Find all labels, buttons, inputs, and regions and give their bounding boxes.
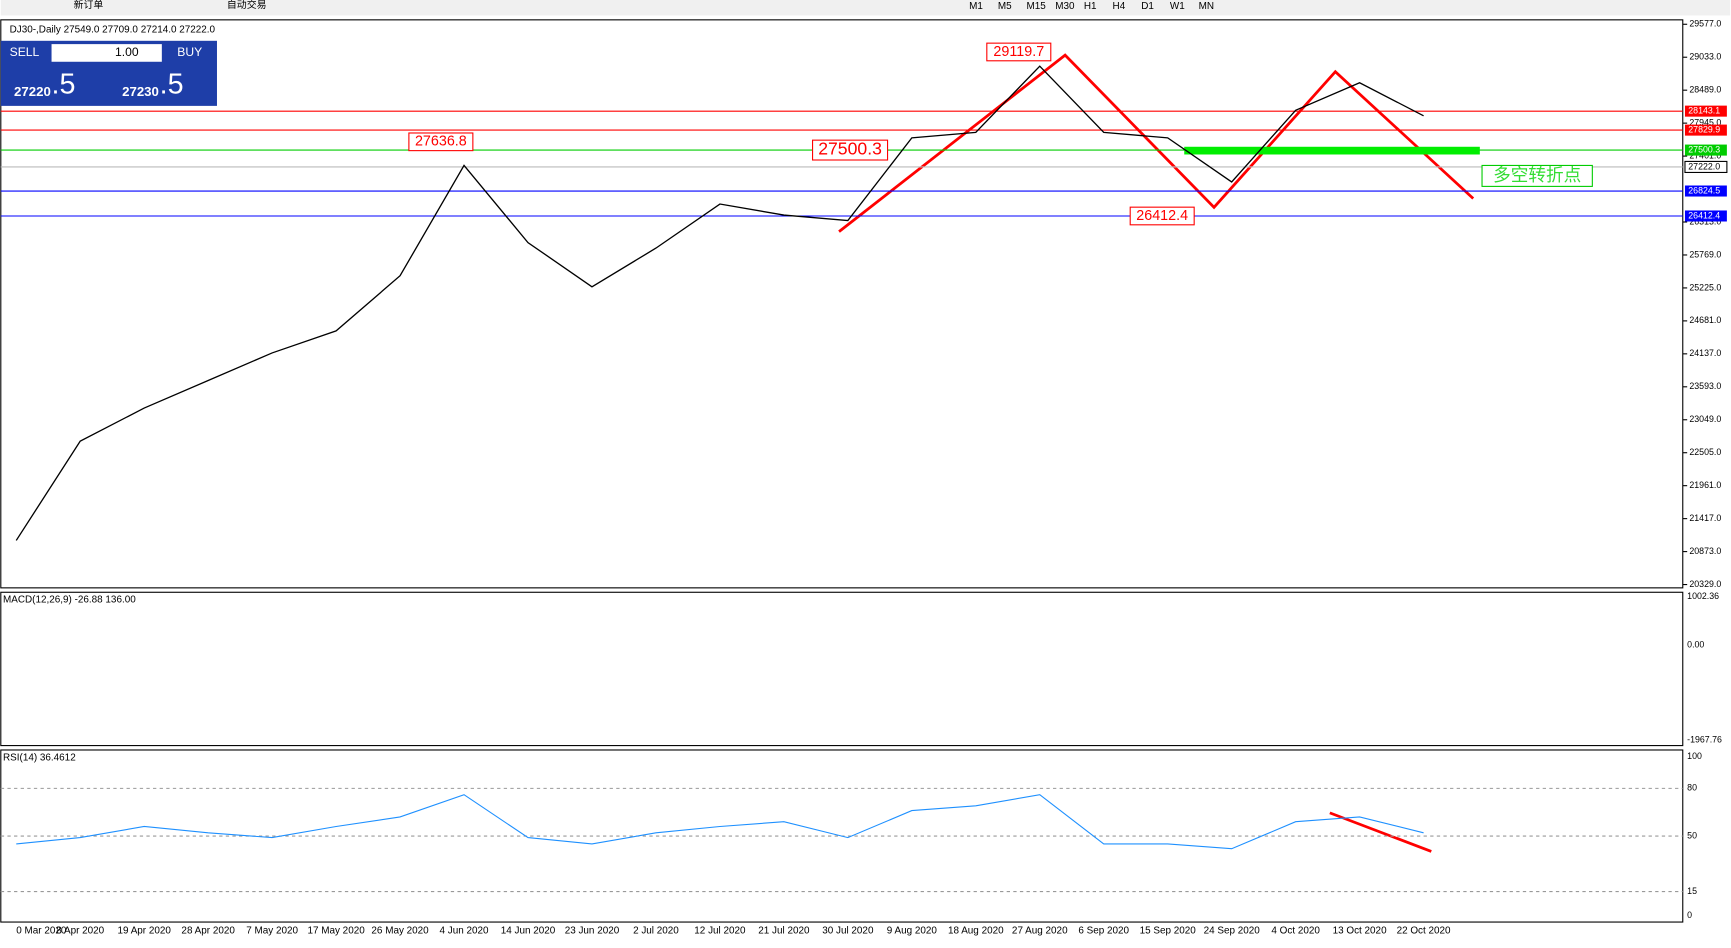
y-tick-label: 23049.0 [1689, 414, 1721, 424]
buy-price[interactable]: 27230 [122, 84, 159, 99]
x-tick-label: 7 May 2020 [246, 925, 298, 936]
timeframe-button: M15 [1027, 1, 1047, 12]
price-annotation-box [986, 42, 1052, 62]
timeframe-button: M1 [969, 1, 983, 12]
x-tick-label: 13 Oct 2020 [1333, 925, 1387, 936]
price-annotation-box [408, 132, 474, 152]
y-tick-label: 21961.0 [1689, 480, 1721, 490]
x-tick-label: 30 Jul 2020 [822, 925, 874, 936]
rsi-tick-label: 50 [1687, 830, 1697, 840]
x-tick-label: 22 Oct 2020 [1397, 925, 1451, 936]
level-label: 26412.4 [1688, 210, 1720, 220]
timeframe-button: H4 [1113, 1, 1126, 12]
x-tick-label: 18 Aug 2020 [948, 925, 1004, 936]
y-tick-label: 23593.0 [1689, 381, 1721, 391]
macd-tick-label: 1002.36 [1687, 591, 1719, 601]
price-annotation-box [1129, 206, 1195, 226]
timeframe-button: M5 [998, 1, 1012, 12]
x-tick-label: 4 Oct 2020 [1271, 925, 1320, 936]
y-tick-label: 28489.0 [1689, 85, 1721, 95]
y-tick-label: 29033.0 [1689, 52, 1721, 62]
timeframe-button: MN [1199, 1, 1214, 12]
rsi-tick-label: 0 [1687, 910, 1692, 920]
x-tick-label: 14 Jun 2020 [501, 925, 556, 936]
buy-button[interactable]: BUY [177, 45, 202, 59]
x-tick-label: 8 Apr 2020 [56, 925, 104, 936]
x-tick-label: 0 Mar 2020 [16, 925, 67, 936]
current-tag [1684, 160, 1728, 174]
x-tick-label: 27 Aug 2020 [1012, 925, 1068, 936]
x-tick-label: 2 Jul 2020 [633, 925, 679, 936]
x-tick-label: 26 May 2020 [371, 925, 429, 936]
rsi-tick-label: 15 [1687, 886, 1697, 896]
y-tick-label: 20329.0 [1689, 579, 1721, 589]
current-label: 27222.0 [1688, 161, 1720, 171]
chart-header: DJ30-,Daily 27549.0 27709.0 27214.0 2722… [10, 24, 216, 35]
macd-panel [0, 591, 1684, 747]
x-tick-label: 4 Jun 2020 [440, 925, 490, 936]
x-tick-label: 12 Jul 2020 [694, 925, 746, 936]
sell-button[interactable]: SELL [10, 45, 40, 59]
price-line [15, 65, 1424, 541]
level-tag [1684, 210, 1727, 222]
buy-pip[interactable]: .5 [160, 69, 184, 101]
y-tick-label: 24137.0 [1689, 348, 1721, 358]
macd-tick-label: -1967.76 [1687, 734, 1722, 744]
macd-label: MACD(12,26,9) -26.88 136.00 [3, 595, 136, 606]
price-annotation: 26412.4 [1136, 208, 1188, 224]
level-label: 28143.1 [1688, 105, 1720, 115]
macd-tick-label: 0.00 [1687, 639, 1704, 649]
price-annotation: 27636.8 [415, 134, 467, 150]
timeframe-button: W1 [1170, 1, 1185, 12]
lots-input[interactable] [51, 44, 162, 62]
level-label: 27829.9 [1688, 124, 1720, 134]
y-tick-label: 25225.0 [1689, 282, 1721, 292]
lots-value: 1.00 [115, 45, 139, 59]
y-tick-label: 21417.0 [1689, 513, 1721, 523]
price-annotation: 27500.3 [818, 139, 882, 159]
y-tick-label: 20873.0 [1689, 546, 1721, 556]
level-tag [1684, 105, 1727, 117]
sell-pip[interactable]: .5 [52, 69, 76, 101]
x-tick-label: 9 Aug 2020 [887, 925, 938, 936]
x-tick-label: 19 Apr 2020 [117, 925, 171, 936]
timeframe-button: H1 [1084, 1, 1097, 12]
rsi-tick-label: 100 [1687, 751, 1702, 761]
price-annotation: 29119.7 [993, 44, 1044, 60]
x-tick-label: 21 Jul 2020 [758, 925, 810, 936]
trend-arrows [838, 53, 1475, 853]
rsi-line [16, 794, 1424, 850]
y-tick-label: 27945.0 [1689, 117, 1721, 127]
pivot-note: 多空转折点 [1493, 165, 1581, 185]
note-box [1481, 164, 1593, 187]
x-tick-label: 28 Apr 2020 [181, 925, 235, 936]
x-tick-label: 6 Sep 2020 [1078, 925, 1129, 936]
x-tick-label: 15 Sep 2020 [1140, 925, 1197, 936]
timeframe-button: M30 [1055, 1, 1075, 12]
y-tick-label: 25769.0 [1689, 249, 1721, 259]
y-tick-label: 24681.0 [1689, 315, 1721, 325]
auto-trading-button[interactable]: 自动交易 [227, 0, 267, 11]
level-tag [1684, 185, 1727, 197]
rsi-tick-label: 80 [1687, 783, 1697, 793]
pivot-zone [1184, 146, 1480, 155]
price-panel [0, 19, 1684, 589]
level-tag [1684, 144, 1727, 156]
x-tick-label: 17 May 2020 [307, 925, 365, 936]
timeframe-button: D1 [1141, 1, 1154, 12]
y-tick-label: 22505.0 [1689, 447, 1721, 457]
level-tag [1684, 124, 1727, 136]
new-order-button[interactable]: 新订单 [74, 0, 104, 11]
sell-price[interactable]: 27220 [14, 84, 51, 99]
level-label: 27500.3 [1688, 144, 1720, 154]
x-tick-label: 24 Sep 2020 [1204, 925, 1261, 936]
level-label: 26824.5 [1688, 185, 1720, 195]
x-tick-label: 23 Jun 2020 [565, 925, 620, 936]
price-annotation-box [812, 139, 889, 161]
rsi-label: RSI(14) 36.4612 [3, 752, 76, 763]
y-tick-label: 29577.0 [1689, 19, 1721, 29]
toolbar [0, 0, 1731, 16]
